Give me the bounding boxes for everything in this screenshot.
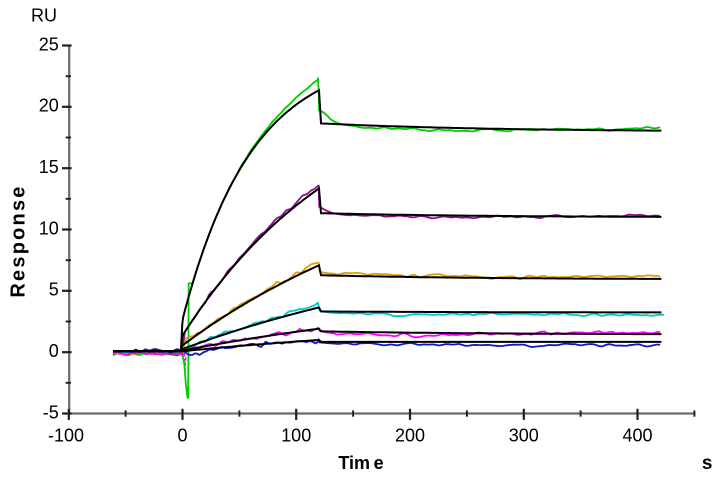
svg-text:20: 20 <box>39 96 59 116</box>
svg-text:10: 10 <box>39 218 59 238</box>
svg-text:15: 15 <box>39 157 59 177</box>
svg-text:200: 200 <box>395 425 425 445</box>
svg-text:-5: -5 <box>43 402 59 422</box>
svg-text:-100: -100 <box>48 425 84 445</box>
svg-text:5: 5 <box>49 280 59 300</box>
svg-text:100: 100 <box>281 425 311 445</box>
svg-text:400: 400 <box>622 425 652 445</box>
svg-text:Response: Response <box>8 184 30 297</box>
svg-text:0: 0 <box>177 425 187 445</box>
svg-text:s: s <box>702 453 713 474</box>
svg-text:300: 300 <box>509 425 539 445</box>
svg-text:0: 0 <box>49 341 59 361</box>
svg-text:RU: RU <box>31 6 57 26</box>
svg-text:25: 25 <box>39 34 59 54</box>
